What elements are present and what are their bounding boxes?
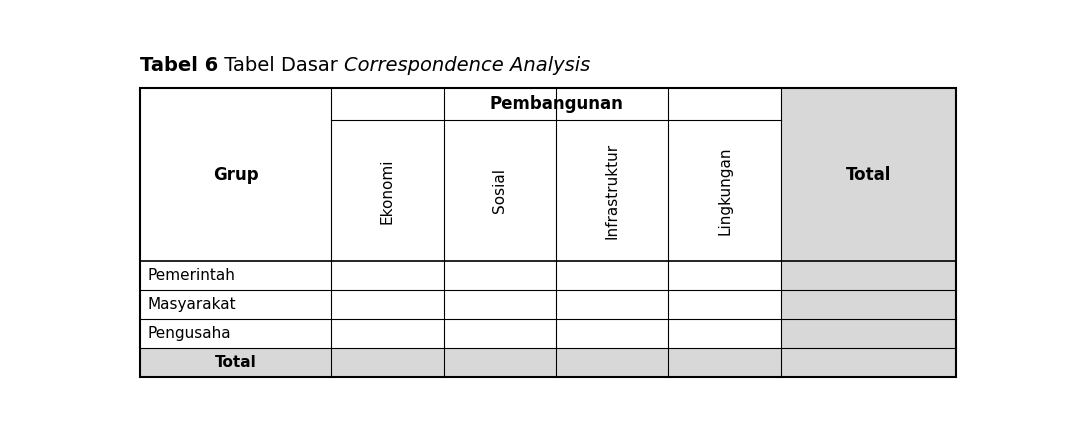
Text: Ekonomi: Ekonomi: [379, 158, 394, 224]
Text: Pembangunan: Pembangunan: [489, 95, 623, 113]
Text: Tabel Dasar: Tabel Dasar: [218, 56, 344, 75]
Text: Tabel 6: Tabel 6: [140, 56, 218, 75]
Text: Sosial: Sosial: [493, 168, 508, 213]
Text: Lingkungan: Lingkungan: [717, 146, 732, 235]
Text: Correspondence Analysis: Correspondence Analysis: [344, 56, 590, 75]
Text: Tabel 6 Tabel Dasar: Tabel 6 Tabel Dasar: [140, 56, 335, 75]
Text: Grup: Grup: [213, 165, 259, 184]
Bar: [140, 348, 780, 377]
Bar: [780, 88, 956, 377]
Text: Masyarakat: Masyarakat: [148, 297, 236, 312]
Text: Pemerintah: Pemerintah: [148, 268, 235, 283]
Text: Total: Total: [846, 165, 892, 184]
Text: Total: Total: [215, 355, 257, 370]
Text: Infrastruktur: Infrastruktur: [605, 143, 620, 239]
Text: Pengusaha: Pengusaha: [148, 326, 231, 341]
Bar: [140, 88, 956, 377]
